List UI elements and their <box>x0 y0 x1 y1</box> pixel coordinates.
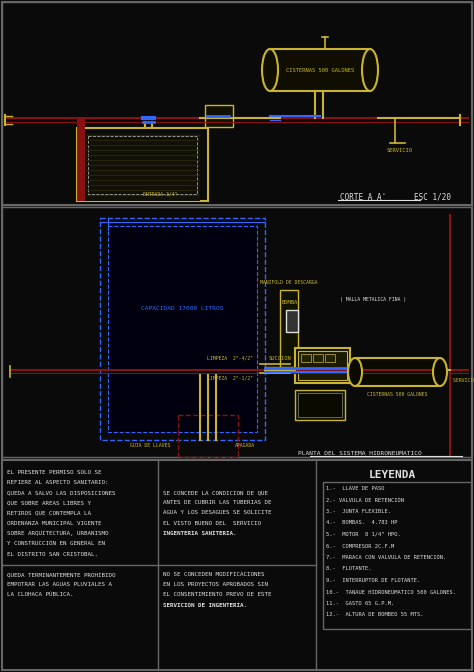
Text: AGUA Y LOS DESAGUES SE SOLICITE: AGUA Y LOS DESAGUES SE SOLICITE <box>163 511 272 515</box>
Text: MANIFOLD DE DESCARGA: MANIFOLD DE DESCARGA <box>260 280 318 285</box>
Bar <box>2 207 472 457</box>
Bar <box>280 290 298 370</box>
Text: 2.- VALVULA DE RETENCIÓN: 2.- VALVULA DE RETENCIÓN <box>326 497 404 503</box>
Text: CISTERNAS 500 GALONES: CISTERNAS 500 GALONES <box>367 392 428 397</box>
Ellipse shape <box>348 358 362 386</box>
Bar <box>301 354 311 362</box>
Text: LA CLOHACA PÚBLICA.: LA CLOHACA PÚBLICA. <box>7 593 73 597</box>
Text: SERVICIO  A - 1": SERVICIO A - 1" <box>453 378 474 383</box>
Text: REFIERE AL ASPECTO SANITARIO:: REFIERE AL ASPECTO SANITARIO: <box>7 480 109 485</box>
Text: 10.-  TANAUE HIDRONEUMATICO 500 GALONES.: 10.- TANAUE HIDRONEUMATICO 500 GALONES. <box>326 589 456 595</box>
Text: 3.-  JUNTA FLEXIBLE.: 3.- JUNTA FLEXIBLE. <box>326 509 391 514</box>
Text: SERVICIO: SERVICIO <box>387 148 413 153</box>
Text: GUIA DE LLAVES: GUIA DE LLAVES <box>130 443 170 448</box>
Text: QUEDA A SALVO LAS DISPOSICIONES: QUEDA A SALVO LAS DISPOSICIONES <box>7 491 116 495</box>
Bar <box>313 354 323 362</box>
Text: ANTES DE CUBRIR LAS TUBERIAS DE: ANTES DE CUBRIR LAS TUBERIAS DE <box>163 500 272 505</box>
Text: 5.-  MOTOR  8 1/4" HPO.: 5.- MOTOR 8 1/4" HPO. <box>326 532 401 537</box>
Text: QUE SOBRE AREAS LIBRES Y: QUE SOBRE AREAS LIBRES Y <box>7 501 91 505</box>
Text: EMPOTRAR LAS AGUAS PLUVIALES A: EMPOTRAR LAS AGUAS PLUVIALES A <box>7 582 112 587</box>
Text: CAPACIDAD 17000 LITROS: CAPACIDAD 17000 LITROS <box>141 306 224 312</box>
Bar <box>295 348 350 383</box>
Text: QUEDA TERMINANTEMENTE PROHIBIDO: QUEDA TERMINANTEMENTE PROHIBIDO <box>7 572 116 577</box>
Text: EL DISTRITO SAN CRISTOBAL.: EL DISTRITO SAN CRISTOBAL. <box>7 552 98 556</box>
Text: 11.-  GASTO 65 G.P.M.: 11.- GASTO 65 G.P.M. <box>326 601 394 606</box>
Text: EL VISTO BUENO DEL  SERVICIO: EL VISTO BUENO DEL SERVICIO <box>163 521 261 526</box>
Text: SERVICION DE INGENTERIA.: SERVICION DE INGENTERIA. <box>163 603 247 607</box>
Ellipse shape <box>433 358 447 386</box>
Bar <box>325 354 335 362</box>
Text: PLANTA DEL SISTEMA HIDRONEUMATICO: PLANTA DEL SISTEMA HIDRONEUMATICO <box>298 451 422 456</box>
Bar <box>295 390 345 420</box>
Text: 7.-  MARACA CON VALVULA DE RETENCIÓN.: 7.- MARACA CON VALVULA DE RETENCIÓN. <box>326 555 446 560</box>
Bar <box>100 218 265 440</box>
Text: 6.-  COMPRESOR 2C.F.M: 6.- COMPRESOR 2C.F.M <box>326 544 394 548</box>
Text: 1.-  LLAVE DE PASO: 1.- LLAVE DE PASO <box>326 486 384 491</box>
Text: CISTERNAS 500 GALONES: CISTERNAS 500 GALONES <box>286 67 354 73</box>
Text: INGENTERIA SANITERIA.: INGENTERIA SANITERIA. <box>163 531 237 536</box>
Bar <box>298 393 342 417</box>
Text: 4.-  BOMBAS.  4.783 HP: 4.- BOMBAS. 4.783 HP <box>326 521 398 526</box>
Bar <box>205 105 233 127</box>
Text: EN LOS PROYECTOS APROBADOS SIN: EN LOS PROYECTOS APROBADOS SIN <box>163 582 268 587</box>
Text: EL PRESENTE PERMISO SOLO SE: EL PRESENTE PERMISO SOLO SE <box>7 470 101 475</box>
Text: EL CONSENTIMIENTO PREVO DE ESTE: EL CONSENTIMIENTO PREVO DE ESTE <box>163 593 272 597</box>
Text: 12.-  ALTURA DE BOMBEO 55 MTS.: 12.- ALTURA DE BOMBEO 55 MTS. <box>326 612 423 618</box>
Bar <box>270 49 370 91</box>
Bar <box>108 226 257 432</box>
Text: Y CONSTRUCCIÓN EN GENERAL EN: Y CONSTRUCCIÓN EN GENERAL EN <box>7 542 105 546</box>
Bar <box>77 118 85 201</box>
Text: 9.-  INTERRUPTOR DE FLOTANTE.: 9.- INTERRUPTOR DE FLOTANTE. <box>326 578 420 583</box>
Bar <box>2 2 472 205</box>
Text: LEYENDA: LEYENDA <box>368 470 416 480</box>
Text: SE CONCEDE LA CONDICION DE QUE: SE CONCEDE LA CONDICION DE QUE <box>163 490 268 495</box>
Text: APAGADA: APAGADA <box>235 443 255 448</box>
Text: ORDENANZA MUNICIPAL VIGENTE: ORDENANZA MUNICIPAL VIGENTE <box>7 521 101 526</box>
Bar <box>298 351 347 380</box>
Text: RETIROS QUE CONTEMPLA LA: RETIROS QUE CONTEMPLA LA <box>7 511 91 516</box>
Ellipse shape <box>262 49 278 91</box>
Text: BOMBA: BOMBA <box>282 300 298 305</box>
Text: ENTRADA 3/4": ENTRADA 3/4" <box>143 192 177 197</box>
Text: CORTE A A'      ESC 1/20: CORTE A A' ESC 1/20 <box>340 193 451 202</box>
Text: LIMPEZA  2"-4/2": LIMPEZA 2"-4/2" <box>207 356 253 361</box>
Text: 8.-  FLOTANTE.: 8.- FLOTANTE. <box>326 566 372 571</box>
Bar <box>355 358 440 386</box>
Text: LIMPEZA  2"-1/2": LIMPEZA 2"-1/2" <box>207 375 253 380</box>
Bar <box>323 482 471 629</box>
Bar <box>286 310 298 332</box>
Bar <box>88 136 197 194</box>
Bar <box>85 133 200 201</box>
Text: NO SE CONCEDEN MODIFICACIONES: NO SE CONCEDEN MODIFICACIONES <box>163 572 264 577</box>
Bar <box>77 128 208 201</box>
Text: ( MALLA METALICA FINA ): ( MALLA METALICA FINA ) <box>340 298 406 302</box>
Text: SUCCION: SUCCION <box>269 355 292 360</box>
Text: SOBRE ARQUITECTURA, URBANISMO: SOBRE ARQUITECTURA, URBANISMO <box>7 531 109 536</box>
Ellipse shape <box>362 49 378 91</box>
Bar <box>178 415 238 457</box>
